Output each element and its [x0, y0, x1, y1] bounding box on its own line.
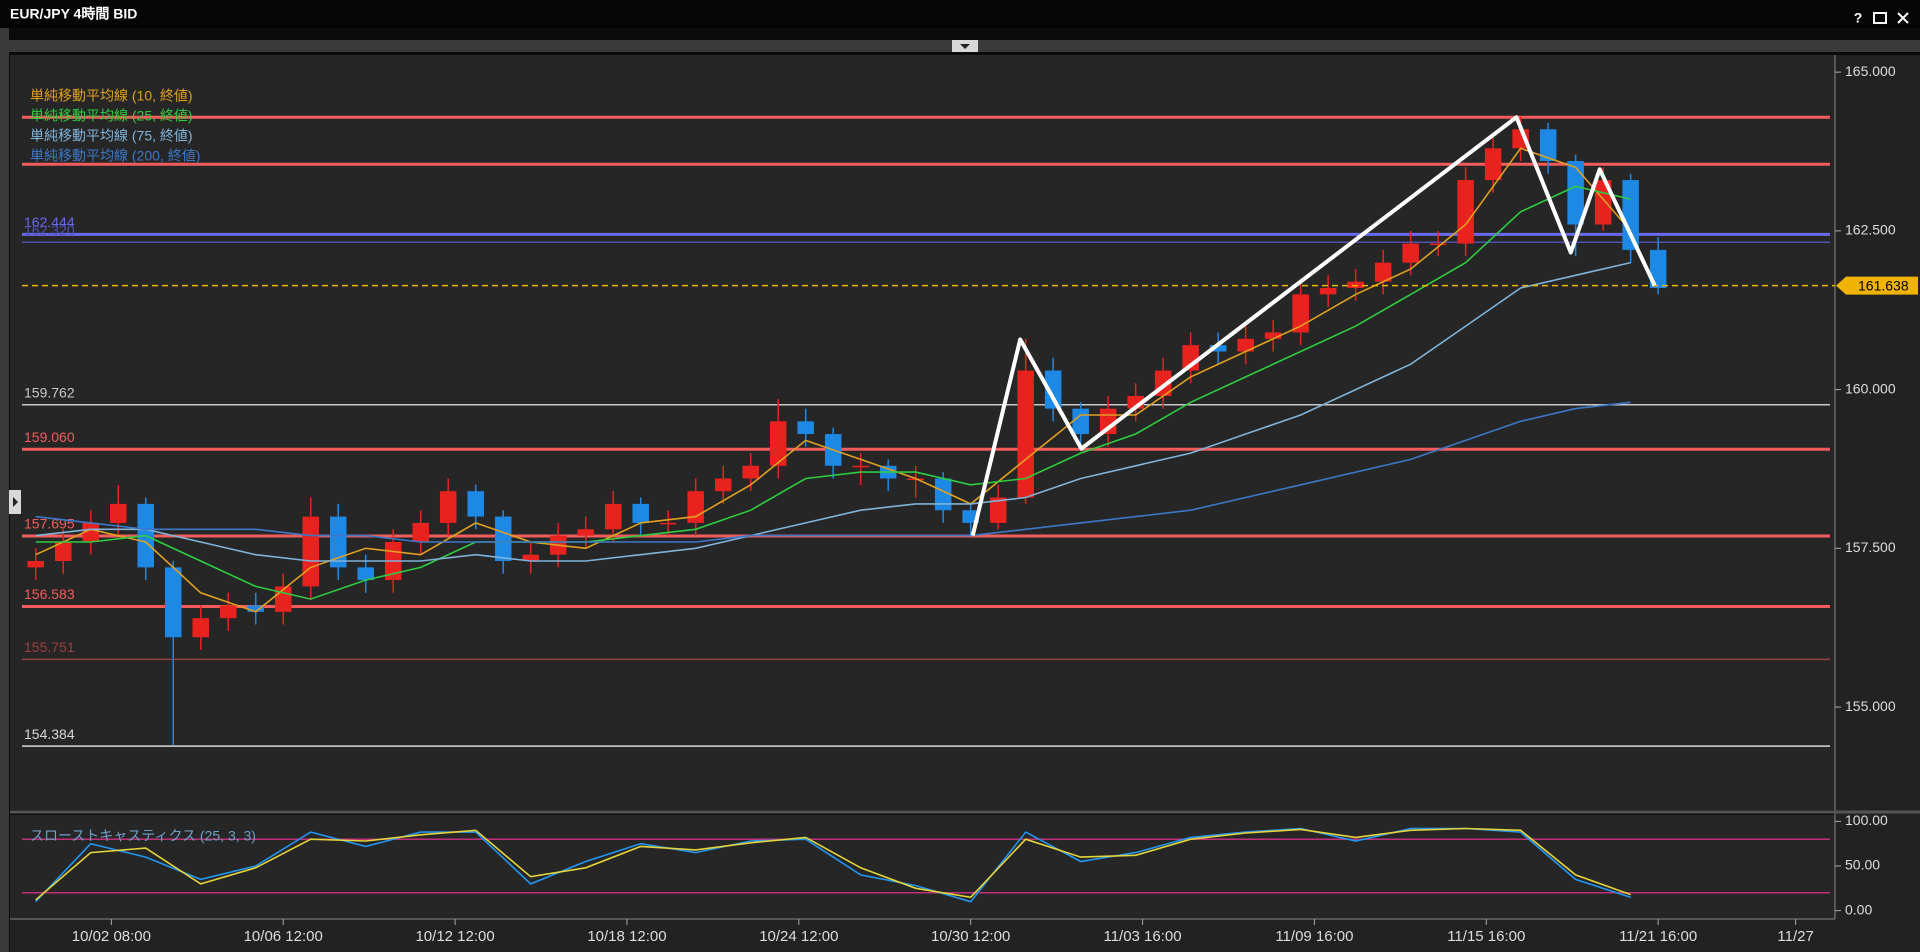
candle-body — [1622, 180, 1639, 250]
y-tick-label: 162.500 — [1845, 222, 1896, 238]
last-price-label: 161.638 — [1858, 277, 1909, 293]
legend-entry: 単純移動平均線 (10, 終値) — [30, 88, 193, 104]
candle-body — [1237, 338, 1254, 352]
indicator-line — [35, 827, 1631, 903]
x-tick-label: 10/18 12:00 — [587, 928, 666, 945]
y-tick-label: 50.00 — [1845, 857, 1880, 873]
indicator-line — [35, 147, 1632, 613]
zigzag-annotation — [970, 115, 1657, 537]
candle-body — [27, 561, 44, 568]
candle-body — [1539, 129, 1557, 162]
price-axis-area — [1835, 55, 1920, 952]
maximize-button[interactable] — [1873, 12, 1887, 24]
candle-body — [577, 529, 594, 536]
candle-body — [934, 478, 952, 511]
oscillator-title: スローストキャスティクス (25, 3, 3) — [30, 828, 256, 844]
legend-entry: 単純移動平均線 (200, 終値) — [30, 148, 200, 164]
x-tick-label: 11/15 16:00 — [1447, 928, 1525, 945]
candle-body — [1017, 370, 1034, 498]
level-label: 159.060 — [24, 429, 75, 445]
y-tick-label: 100.00 — [1845, 812, 1888, 828]
level-label: 159.762 — [24, 384, 75, 400]
candle-body — [247, 605, 264, 612]
candle-body — [412, 522, 429, 542]
candle-body — [1484, 148, 1502, 181]
y-tick-label: 160.000 — [1845, 380, 1896, 396]
candle-body — [687, 491, 704, 523]
x-tick-label: 11/09 16:00 — [1275, 928, 1353, 945]
candle-body — [302, 516, 319, 587]
level-label: 162.444 — [24, 214, 75, 230]
x-tick-label: 10/06 12:00 — [244, 928, 323, 945]
legend-entry: 単純移動平均線 (75, 終値) — [30, 128, 193, 144]
chart-layer: 155.000 157.500 160.000 162.500 165.000 10/02… — [22, 63, 1918, 945]
indicator-line — [35, 401, 1631, 543]
candle-body — [632, 503, 649, 523]
candle-body — [109, 503, 127, 523]
x-tick-label: 11/27 — [1777, 928, 1813, 945]
left-border — [0, 28, 9, 952]
candle-body — [1567, 161, 1584, 225]
candle-body — [1319, 288, 1337, 295]
y-tick-label: 0.00 — [1845, 901, 1872, 917]
candle-body — [329, 516, 347, 568]
candle-body — [1347, 281, 1364, 289]
candle-body — [1374, 262, 1392, 282]
candle-body — [164, 567, 182, 638]
candle-body — [1649, 249, 1667, 289]
side-panel-arrow — [13, 497, 18, 507]
x-tick-label: 10/30 12:00 — [931, 928, 1010, 945]
candle-body — [659, 522, 677, 525]
candle-body — [1072, 408, 1089, 435]
x-tick-label: 11/21 16:00 — [1619, 928, 1697, 945]
candle-body — [54, 541, 72, 562]
candle-body — [1044, 370, 1062, 409]
indicator-line — [35, 185, 1631, 600]
candle-body — [467, 491, 484, 517]
x-tick-label: 10/12 12:00 — [415, 928, 494, 945]
candle-body — [1457, 180, 1474, 244]
y-tick-label: 155.000 — [1845, 698, 1896, 714]
title-bar — [0, 0, 1920, 28]
candle-body — [439, 491, 457, 523]
candle-body — [797, 421, 814, 435]
level-label: 162.320 — [24, 222, 75, 238]
candle-body — [1264, 332, 1282, 339]
x-tick-label: 10/24 12:00 — [759, 928, 838, 945]
candle-body — [219, 605, 237, 619]
dropdown-arrow — [960, 44, 970, 49]
candle-body — [82, 522, 99, 542]
candle-body — [357, 567, 374, 581]
main-plot-area — [10, 55, 1835, 810]
y-tick-label: 165.000 — [1845, 63, 1896, 79]
indicator-line — [35, 827, 1631, 901]
help-button[interactable]: ? — [1854, 10, 1863, 26]
candle-body — [852, 465, 869, 468]
candle-body — [714, 478, 732, 492]
x-tick-label: 10/02 08:00 — [72, 928, 151, 945]
candle-body — [1402, 243, 1419, 263]
candle-body — [604, 503, 622, 530]
x-tick-label: 11/03 16:00 — [1103, 928, 1181, 945]
candle-body — [742, 465, 759, 479]
level-label: 156.583 — [24, 586, 75, 602]
candle-body — [192, 618, 209, 638]
close-button[interactable] — [1897, 12, 1909, 24]
candle-body — [522, 554, 539, 562]
level-label: 155.751 — [24, 639, 75, 655]
candle-body — [1429, 243, 1447, 246]
candle-body — [769, 421, 787, 466]
window-title: EUR/JPY 4時間 BID — [10, 6, 137, 22]
indicator-line — [35, 261, 1631, 562]
level-label: 154.384 — [24, 726, 75, 742]
y-tick-label: 157.500 — [1845, 539, 1896, 555]
candle-body — [1209, 345, 1227, 352]
candle-body — [494, 516, 512, 562]
time-axis-area — [10, 919, 1835, 952]
candle-body — [989, 497, 1007, 523]
legend-entry: 単純移動平均線 (25, 終値) — [30, 108, 193, 124]
last-price-tag — [1836, 276, 1918, 295]
